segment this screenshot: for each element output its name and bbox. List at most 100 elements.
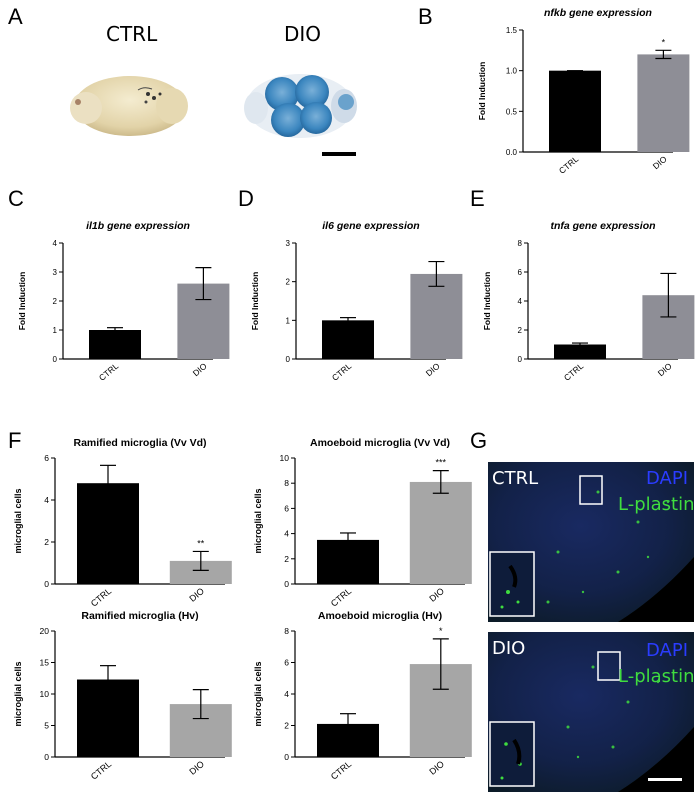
bar-ctrl — [554, 344, 606, 359]
y-tick-label: 6 — [284, 658, 289, 668]
y-axis-label: Fold Induction — [17, 272, 27, 331]
chart-nfkb: nfkb gene expression Fold Induction 0.0 0.5… — [477, 7, 690, 176]
y-tick-label: 0 — [284, 752, 289, 762]
y-tick-label: 3 — [286, 239, 291, 248]
y-tick-label: 4 — [53, 239, 58, 248]
y-tick-label: 5 — [44, 721, 49, 731]
y-tick-label: 8 — [284, 478, 289, 488]
significance-marker: * — [439, 626, 443, 636]
bar-dio — [409, 481, 472, 584]
y-axis-label: Fold Induction — [482, 272, 492, 331]
y-tick-label: 0 — [53, 355, 58, 364]
x-tick-label: CTRL — [97, 361, 121, 383]
y-tick-label: 2 — [518, 326, 523, 335]
panel-letter-d: D — [238, 186, 254, 211]
significance-marker: ** — [197, 538, 205, 548]
chart-title: tnfa gene expression — [550, 220, 655, 232]
y-tick-label: 4 — [284, 529, 289, 539]
panel-g-ctrl-label: CTRL — [492, 468, 539, 489]
y-tick-label: 1 — [53, 326, 58, 335]
bar-dio — [410, 273, 463, 359]
x-tick-label: DIO — [656, 361, 674, 379]
panel-letter-g: G — [470, 428, 488, 453]
y-tick-label: 6 — [284, 503, 289, 513]
y-tick-label: 20 — [40, 626, 50, 636]
bar-dio — [637, 54, 690, 152]
y-tick-label: 0 — [44, 752, 49, 762]
y-tick-label: 2 — [284, 721, 289, 731]
chart-title: Ramified microglia (Hv) — [81, 610, 198, 622]
chart-tnfa: tnfa gene expression Fold Induction 0 2 4 6 8 C… — [482, 220, 695, 383]
y-tick-label: 4 — [284, 689, 289, 699]
x-tick-label: DIO — [187, 759, 206, 777]
chart-title: Ramified microglia (Vv Vd) — [73, 437, 206, 449]
y-tick-label: 0 — [44, 579, 49, 589]
panel-a-ctrl-label: CTRL — [106, 22, 158, 46]
y-tick-label: 0 — [284, 579, 289, 589]
panel-letter-c: C — [8, 186, 24, 211]
dio-brain-photo — [244, 74, 357, 138]
y-tick-label: 1.5 — [506, 26, 518, 35]
y-tick-label: 1 — [286, 316, 291, 325]
panel-letter-e: E — [470, 186, 485, 211]
panel-letter-f: F — [8, 428, 22, 453]
significance-marker: * — [662, 37, 666, 47]
x-tick-label: DIO — [187, 586, 206, 604]
y-tick-label: 0.5 — [506, 107, 518, 116]
bar-dio — [169, 560, 232, 584]
chart-amoeboid-hv: Amoeboid microglia (Hv) microglial cells 0… — [253, 610, 472, 782]
x-tick-label: CTRL — [89, 759, 113, 782]
panel-g-dio-micrograph — [488, 632, 694, 792]
g-scale-bar — [648, 778, 682, 781]
x-tick-label: DIO — [427, 586, 446, 604]
y-tick-label: 4 — [44, 495, 49, 505]
x-tick-label: CTRL — [562, 361, 586, 383]
chart-title: Amoeboid microglia (Hv) — [318, 610, 442, 622]
panel-letter-b: B — [418, 4, 433, 29]
y-tick-label: 1.0 — [506, 67, 518, 76]
significance-marker: *** — [436, 458, 447, 468]
y-tick-label: 15 — [40, 658, 50, 668]
chart-ramified-vvvd: Ramified microglia (Vv Vd) microglial cel… — [13, 437, 232, 609]
x-tick-label: DIO — [427, 759, 446, 777]
bar-ctrl — [89, 330, 141, 359]
y-tick-label: 0 — [518, 355, 523, 364]
chart-title: il1b gene expression — [86, 220, 190, 232]
panel-g-dio-lplastin-label: L-plastin — [618, 666, 695, 687]
y-tick-label: 8 — [284, 626, 289, 636]
panel-a-dio-label: DIO — [284, 22, 322, 46]
chart-amoeboid-vvvd: Amoeboid microglia (Vv Vd) microglial cel… — [253, 437, 472, 609]
chart-ramified-hv: Ramified microglia (Hv) microglial cells 0… — [13, 610, 232, 782]
chart-title: il6 gene expression — [322, 220, 419, 232]
y-axis-label: microglial cells — [13, 661, 23, 726]
chart-title: nfkb gene expression — [544, 7, 652, 19]
x-tick-label: DIO — [651, 154, 669, 172]
panel-letter-a: A — [8, 4, 23, 29]
y-tick-label: 2 — [53, 297, 58, 306]
y-tick-label: 2 — [44, 537, 49, 547]
bar-ctrl — [549, 70, 601, 152]
chart-il1b: il1b gene expression Fold Induction 0 1 2 3 4 C… — [17, 220, 230, 383]
chart-il6: il6 gene expression Fold Induction 0 1 2 3 CTR… — [250, 220, 463, 383]
panel-g-dio-dapi-label: DAPI — [646, 640, 689, 661]
y-tick-label: 0 — [286, 355, 291, 364]
panel-g-ctrl-dapi-label: DAPI — [646, 468, 689, 489]
ctrl-brain-photo — [70, 76, 188, 136]
y-tick-label: 2 — [286, 278, 291, 287]
y-tick-label: 8 — [518, 239, 523, 248]
x-tick-label: DIO — [191, 361, 209, 379]
panel-g-ctrl-micrograph — [488, 462, 694, 622]
y-axis-label: Fold Induction — [477, 62, 487, 121]
y-tick-label: 6 — [44, 453, 49, 463]
y-axis-label: microglial cells — [253, 661, 263, 726]
y-tick-label: 2 — [284, 554, 289, 564]
y-tick-label: 0.0 — [506, 148, 518, 157]
bar-ctrl — [322, 320, 374, 359]
y-tick-label: 4 — [518, 297, 523, 306]
x-tick-label: CTRL — [330, 361, 354, 383]
y-tick-label: 10 — [280, 453, 290, 463]
chart-title: Amoeboid microglia (Vv Vd) — [310, 437, 450, 449]
x-tick-label: CTRL — [329, 759, 353, 782]
panel-g-dio-label: DIO — [492, 638, 526, 659]
scale-bar — [322, 152, 356, 156]
